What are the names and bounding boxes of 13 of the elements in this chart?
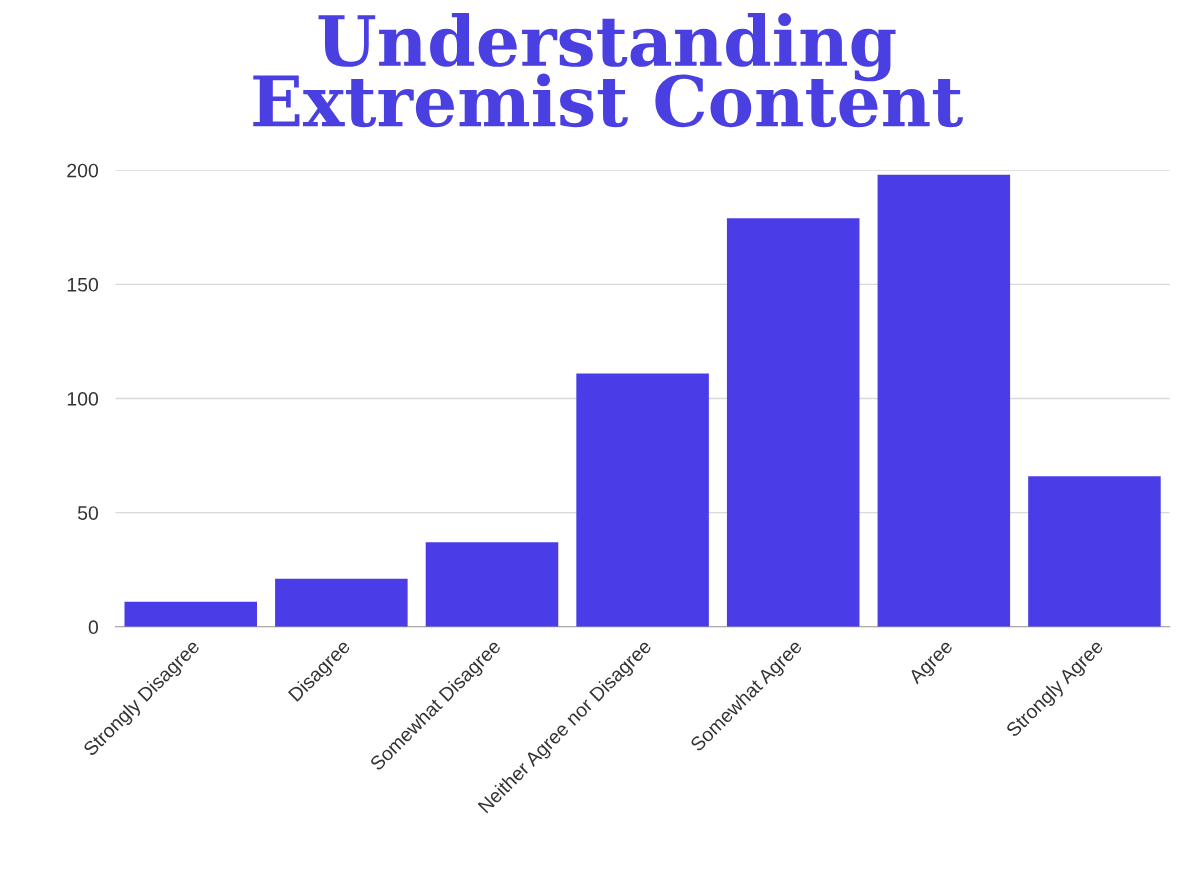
y-tick-label: 0 (88, 620, 99, 635)
y-tick-label: 50 (77, 506, 99, 520)
bar (726, 218, 860, 627)
y-tick-label: 150 (67, 277, 99, 292)
chart-title: Understanding Extremist Content (253, 13, 963, 128)
bar (275, 578, 408, 627)
y-tick-label: 200 (67, 163, 99, 178)
bar (1028, 476, 1161, 627)
bar (124, 601, 258, 627)
y-tick-label: 100 (67, 391, 99, 406)
bar (425, 542, 559, 627)
bar (576, 373, 709, 627)
bar (877, 174, 1011, 627)
